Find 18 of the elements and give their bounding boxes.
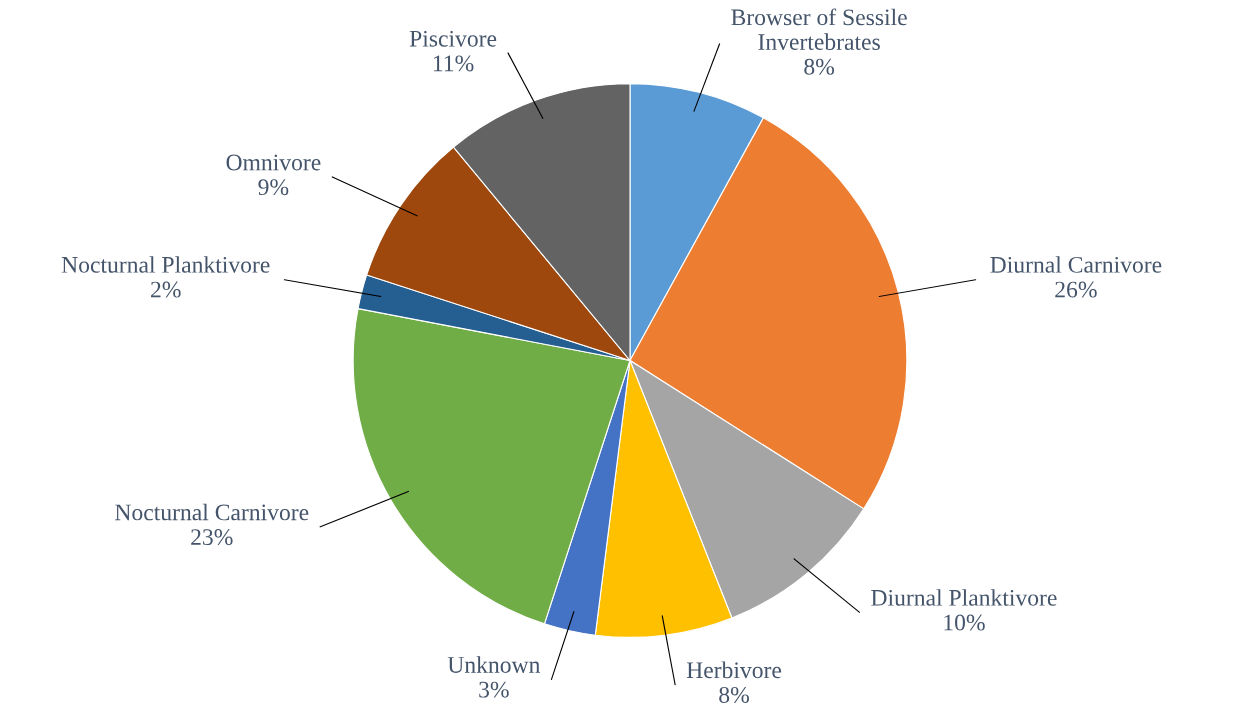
data-label: 2% — [151, 281, 181, 298]
data-label: 8% — [804, 58, 835, 75]
data-label: 10% — [944, 614, 985, 631]
slice-label: Piscivore — [409, 30, 497, 47]
slice-label: Herbivore — [686, 661, 782, 679]
data-label: 23% — [191, 529, 233, 546]
slice-label: Unknown — [447, 656, 541, 673]
data-label: 8% — [719, 686, 749, 703]
slice-label: Browser of Sessile Invertebrates — [731, 8, 907, 50]
slice-label: Nocturnal Planktivore — [61, 256, 270, 273]
slice-label: Diurnal Planktivore — [871, 589, 1057, 606]
slice-label: Omnivore — [226, 154, 321, 171]
data-label: 11% — [433, 55, 474, 72]
data-label: 9% — [258, 179, 289, 196]
data-label: 26% — [1055, 281, 1097, 298]
slice-label: Nocturnal Carnivore — [115, 503, 309, 521]
data-label: 3% — [479, 681, 509, 698]
slice-label: Diurnal Carnivore — [990, 256, 1162, 273]
